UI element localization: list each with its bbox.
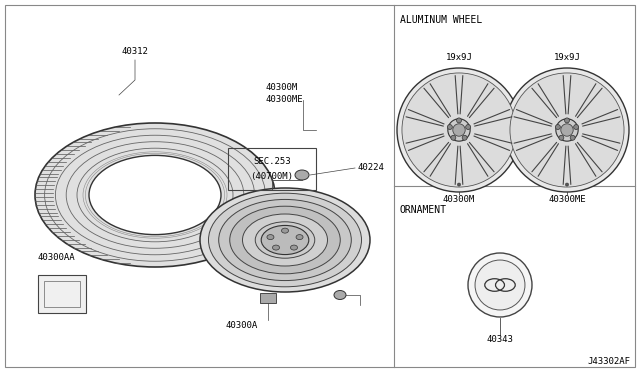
Ellipse shape (230, 206, 340, 274)
Ellipse shape (334, 291, 346, 299)
Circle shape (458, 183, 461, 186)
Circle shape (468, 253, 532, 317)
Circle shape (570, 135, 575, 140)
Text: SEC.253: SEC.253 (253, 157, 291, 167)
Circle shape (510, 73, 624, 187)
Circle shape (559, 135, 564, 140)
Ellipse shape (200, 188, 370, 292)
Circle shape (402, 73, 516, 187)
Text: 19x9J: 19x9J (554, 54, 580, 62)
Circle shape (505, 68, 629, 192)
Text: 40300ME: 40300ME (548, 196, 586, 205)
Circle shape (451, 135, 456, 140)
Text: 40300ME: 40300ME (265, 96, 303, 105)
Bar (260, 293, 276, 303)
Circle shape (448, 119, 470, 141)
Text: 40343: 40343 (486, 336, 513, 344)
Circle shape (466, 125, 470, 129)
Circle shape (462, 135, 467, 140)
Circle shape (556, 119, 578, 141)
Text: 40224: 40224 (358, 164, 385, 173)
Text: 19x9J: 19x9J (445, 54, 472, 62)
Ellipse shape (243, 214, 328, 266)
Circle shape (453, 124, 465, 136)
Circle shape (397, 68, 521, 192)
Circle shape (556, 125, 561, 129)
Text: (40700M): (40700M) (250, 171, 294, 180)
Circle shape (573, 125, 579, 129)
Circle shape (447, 125, 452, 129)
Ellipse shape (35, 123, 275, 267)
Ellipse shape (296, 235, 303, 240)
Circle shape (456, 118, 461, 123)
Text: 40300AA: 40300AA (38, 253, 76, 263)
Ellipse shape (209, 193, 362, 287)
Ellipse shape (255, 222, 315, 258)
Bar (38, 275, 86, 313)
Ellipse shape (291, 245, 298, 250)
Text: 40300A: 40300A (226, 321, 258, 330)
Text: ALUMINUM WHEEL: ALUMINUM WHEEL (400, 15, 483, 25)
Ellipse shape (282, 228, 289, 233)
Bar (44, 281, 80, 307)
Text: 40300M: 40300M (443, 196, 475, 205)
Bar (228, 148, 316, 190)
Ellipse shape (261, 225, 309, 254)
Ellipse shape (89, 155, 221, 235)
Text: 40312: 40312 (122, 48, 148, 57)
Circle shape (561, 124, 573, 136)
Text: ORNAMENT: ORNAMENT (400, 205, 447, 215)
Ellipse shape (219, 199, 351, 280)
Ellipse shape (273, 245, 280, 250)
Text: 40300M: 40300M (265, 83, 297, 93)
Circle shape (564, 118, 570, 123)
Ellipse shape (295, 170, 309, 180)
Circle shape (475, 260, 525, 310)
Ellipse shape (267, 235, 274, 240)
Circle shape (566, 183, 568, 186)
Text: J43302AF: J43302AF (587, 357, 630, 366)
